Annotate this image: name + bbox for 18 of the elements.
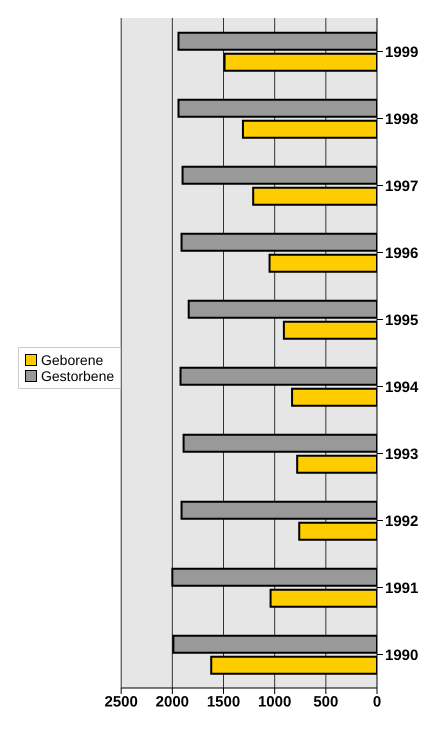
y-tick-label: 1996 (385, 244, 418, 262)
y-tick-label: 1992 (385, 512, 418, 530)
y-tick-label: 1997 (385, 178, 418, 195)
legend-label: Gestorbene (41, 368, 114, 384)
y-tick-label: 1993 (385, 446, 418, 463)
x-tick-label: 1500 (206, 694, 240, 711)
x-tick-label: 1000 (258, 694, 292, 711)
legend-label: Geborene (41, 352, 104, 368)
y-tick-label: 1998 (385, 110, 418, 128)
x-tick-label: 2500 (104, 694, 138, 711)
x-tick-label: 500 (313, 694, 338, 711)
x-tick-label: 0 (372, 694, 382, 711)
y-tick-label: 1994 (385, 378, 420, 396)
y-tick-label: 1995 (385, 312, 418, 329)
y-tick-label: 1999 (385, 44, 418, 61)
x-tick-label: 2000 (156, 694, 190, 711)
y-tick-label: 1991 (385, 580, 418, 597)
y-tick-label: 1990 (385, 646, 418, 664)
